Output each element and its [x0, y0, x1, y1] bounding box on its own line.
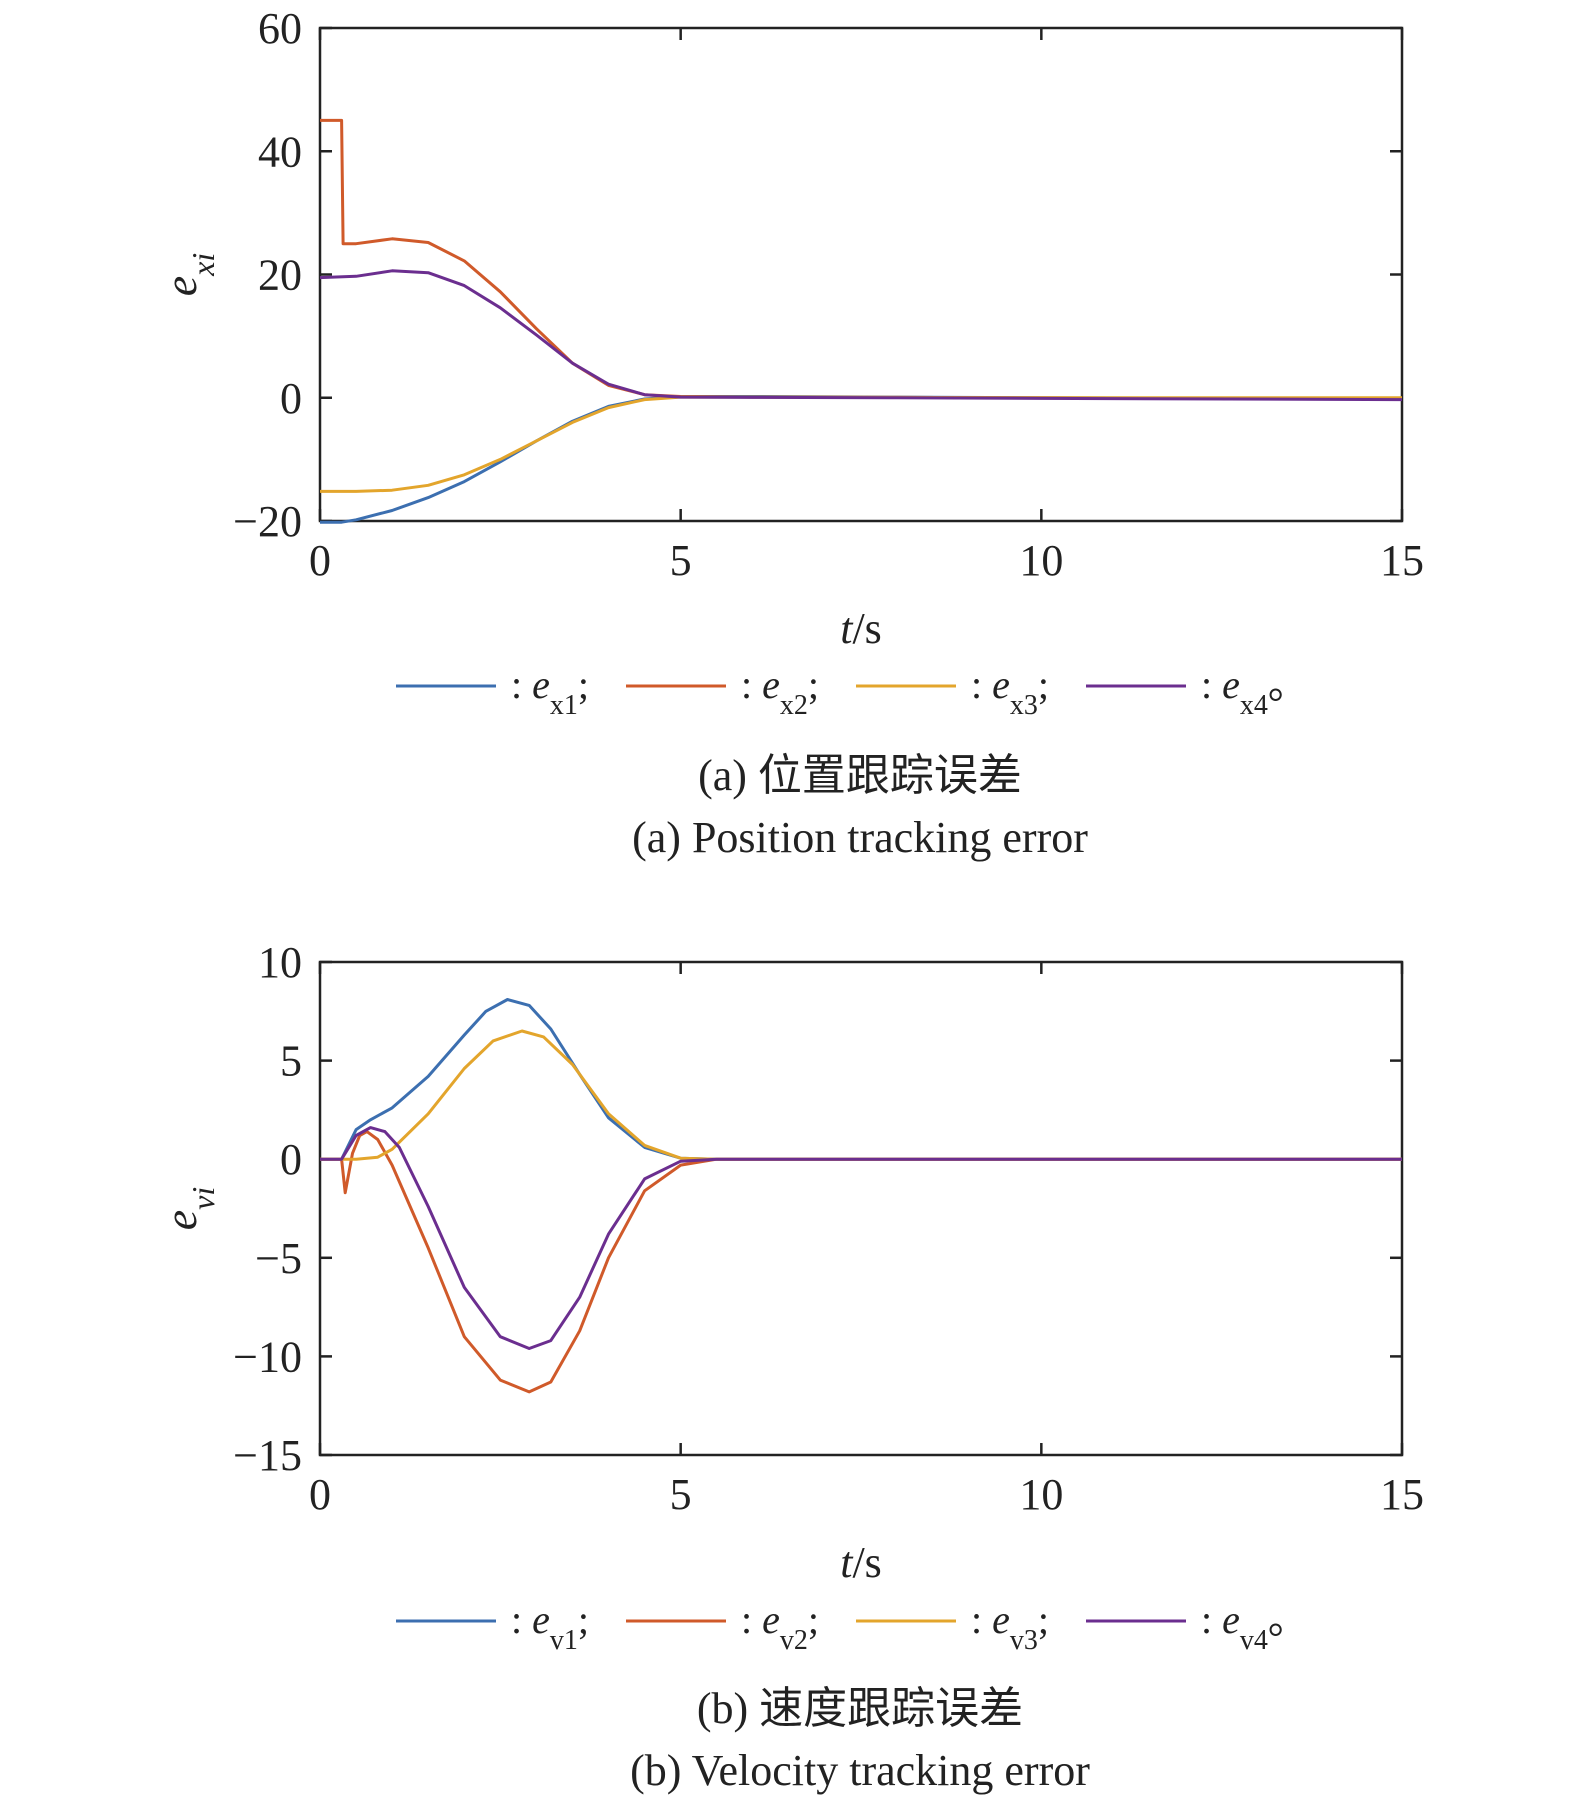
legend-entry-base: : [741, 662, 762, 707]
legend-entry-sub: v4 [1240, 1625, 1268, 1656]
legend-entry-base: : [741, 1597, 762, 1642]
axis-ticks: 0 5 10 15 −15 −10 −5 0 5 10 [233, 938, 1424, 1519]
x-axis-label: t/s [840, 604, 882, 653]
caption-english: (b) Velocity tracking error [630, 1746, 1090, 1795]
series-line-3 [320, 1029, 1402, 1161]
legend-entry-sub: v2 [780, 1625, 808, 1656]
legend-entry: : ev2; [741, 1597, 819, 1656]
plot-frame [318, 960, 1404, 1457]
legend-entry-end: ; [1038, 1597, 1049, 1642]
legend-entry-var: e [532, 662, 550, 707]
legend-entry-base: : [511, 1597, 532, 1642]
caption-chinese: (a) 位置跟踪误差 [698, 751, 1022, 800]
x-tick-label: 5 [670, 536, 692, 585]
y-tick-label: −10 [233, 1332, 302, 1381]
legend-entry-var: e [762, 662, 780, 707]
series-line-2 [320, 1130, 1402, 1394]
y-axis-label: evi [155, 1187, 221, 1231]
legend-entry-base: : [511, 662, 532, 707]
x-tick-label: 0 [309, 536, 331, 585]
caption-english: (a) Position tracking error [632, 813, 1088, 862]
y-tick-label: −20 [233, 497, 302, 546]
x-tick-label: 5 [670, 1470, 692, 1519]
y-axis-label-base: e [155, 276, 206, 296]
legend-entry-var: e [992, 1597, 1010, 1642]
caption-chinese: (b) 速度跟踪误差 [697, 1684, 1023, 1733]
y-tick-label: 0 [280, 1135, 302, 1184]
y-tick-label: −15 [233, 1431, 302, 1480]
legend-entry-end: 。 [1268, 1597, 1308, 1642]
legend-entry-sub: x3 [1010, 690, 1038, 721]
legend-entry-end: 。 [1268, 662, 1308, 707]
legend-entry: : ex4。 [1201, 662, 1308, 721]
series-line-1 [320, 998, 1402, 1161]
x-axis-label-italic: t [840, 604, 854, 653]
legend-entry: : ex2; [741, 662, 819, 721]
series-lines [319, 118, 1403, 524]
legend-entry-var: e [1222, 1597, 1240, 1642]
legend-entry-sub: v1 [550, 1625, 578, 1656]
legend-entry-end: ; [578, 1597, 589, 1642]
legend: : ev1;: ev2;: ev3;: ev4。 [396, 1597, 1308, 1656]
x-tick-label: 10 [1019, 1470, 1063, 1519]
x-tick-label: 10 [1019, 536, 1063, 585]
legend-entry-var: e [532, 1597, 550, 1642]
legend-entry-end: ; [1038, 662, 1049, 707]
x-tick-label: 15 [1380, 1470, 1424, 1519]
legend-entry: : ex3; [971, 662, 1049, 721]
x-axis-label: t/s [840, 1538, 882, 1587]
series-line-3 [320, 395, 1402, 493]
legend-entry: : ex1; [511, 662, 589, 721]
x-axis-label-italic: t [840, 1538, 854, 1587]
x-axis-label-unit: /s [852, 604, 881, 653]
y-tick-label: 40 [258, 127, 302, 176]
series-line-4 [319, 269, 1403, 402]
legend-entry-sub: x2 [780, 690, 808, 721]
legend-entry-sub: v3 [1010, 1625, 1038, 1656]
legend-entry: : ev1; [511, 1597, 589, 1656]
y-axis-label-base: e [155, 1210, 206, 1230]
legend-entry-var: e [992, 662, 1010, 707]
y-tick-label: 60 [258, 4, 302, 53]
legend-entry-end: ; [578, 662, 589, 707]
legend-entry-var: e [762, 1597, 780, 1642]
legend-entry-end: ; [808, 1597, 819, 1642]
y-tick-label: 5 [280, 1037, 302, 1086]
legend-entry-end: ; [808, 662, 819, 707]
legend-entry-sub: x4 [1240, 690, 1268, 721]
x-tick-label: 0 [309, 1470, 331, 1519]
legend-entry-var: e [1222, 662, 1240, 707]
x-axis-label-unit: /s [852, 1538, 881, 1587]
y-axis-label-sub: xi [185, 253, 221, 277]
legend-entry: : ev4。 [1201, 1597, 1308, 1656]
legend-entry-sub: x1 [550, 690, 578, 721]
legend-entry-base: : [1201, 662, 1222, 707]
y-axis-label-sub: vi [185, 1187, 221, 1210]
legend-entry-base: : [971, 1597, 992, 1642]
y-tick-label: 10 [258, 938, 302, 987]
y-axis-label: exi [155, 253, 221, 297]
x-tick-label: 15 [1380, 536, 1424, 585]
y-tick-label: −5 [255, 1234, 302, 1283]
legend: : ex1;: ex2;: ex3;: ex4。 [396, 662, 1308, 721]
legend-entry: : ev3; [971, 1597, 1049, 1656]
legend-entry-base: : [1201, 1597, 1222, 1642]
series-line-2 [320, 118, 1403, 401]
y-tick-label: 20 [258, 251, 302, 300]
series-line-4 [320, 1126, 1402, 1350]
y-tick-label: 0 [280, 374, 302, 423]
legend-entry-base: : [971, 662, 992, 707]
series-line-1 [320, 395, 1403, 524]
series-lines [320, 998, 1402, 1394]
